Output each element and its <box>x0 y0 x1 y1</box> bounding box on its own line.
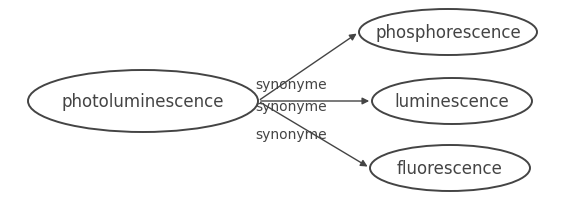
Text: fluorescence: fluorescence <box>397 159 503 177</box>
Text: synonyme: synonyme <box>255 127 327 141</box>
Text: photoluminescence: photoluminescence <box>62 93 224 110</box>
Text: luminescence: luminescence <box>395 93 509 110</box>
Text: synonyme: synonyme <box>255 78 327 92</box>
Text: phosphorescence: phosphorescence <box>375 24 521 42</box>
Text: synonyme: synonyme <box>255 100 327 114</box>
